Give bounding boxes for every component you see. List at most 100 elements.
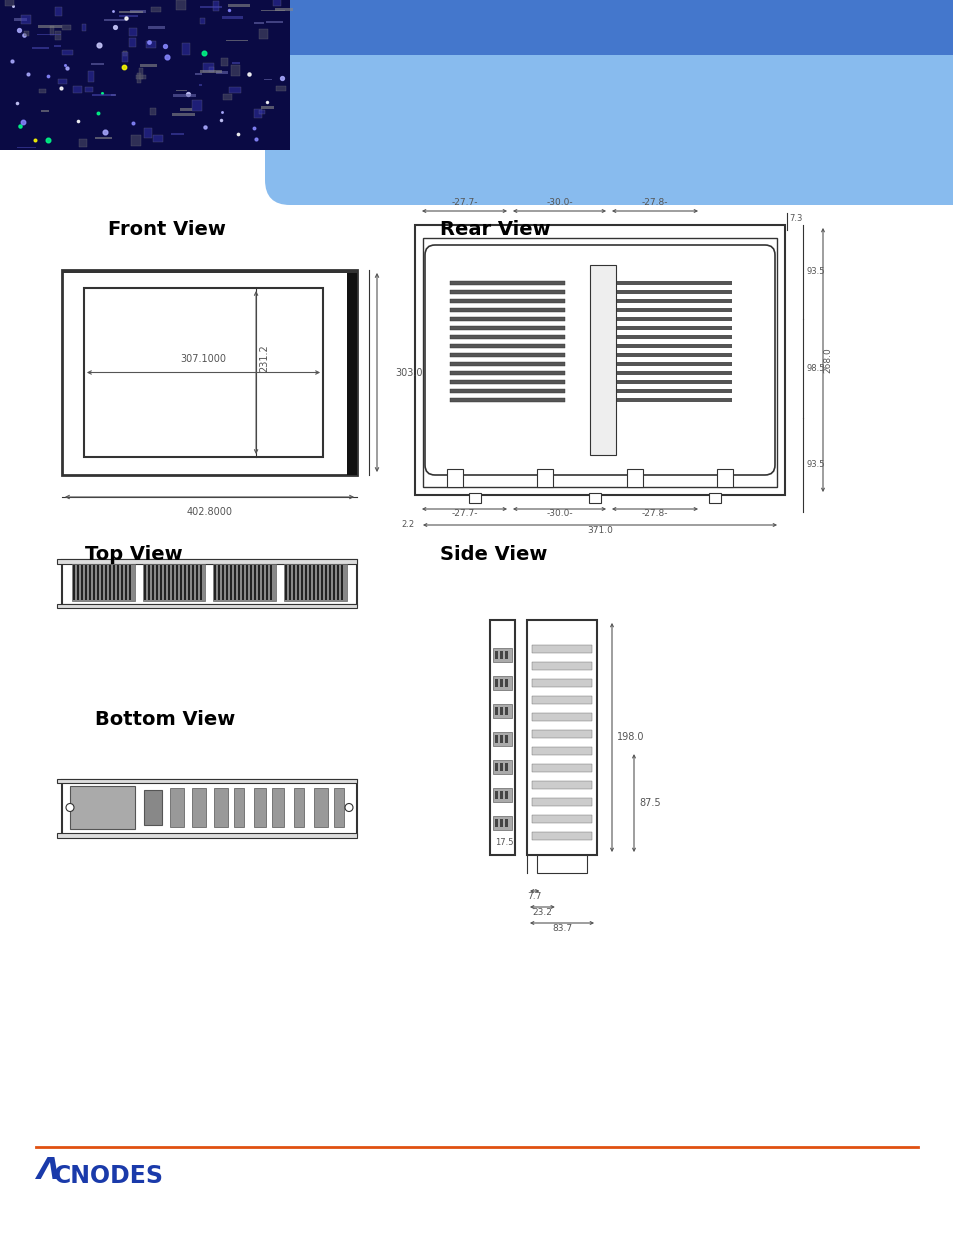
Bar: [238, 564, 240, 600]
Bar: [172, 564, 173, 600]
Bar: [537, 855, 586, 873]
Bar: [532, 798, 592, 806]
Bar: [117, 564, 119, 600]
Bar: [231, 65, 240, 75]
Bar: [0, 0, 290, 149]
Bar: [62, 781, 356, 835]
Bar: [175, 564, 177, 600]
Bar: [226, 564, 229, 600]
Bar: [85, 86, 92, 91]
Bar: [170, 788, 184, 827]
Text: Bottom View: Bottom View: [95, 710, 235, 729]
Bar: [616, 308, 731, 312]
Bar: [180, 107, 193, 110]
Bar: [450, 282, 565, 285]
Bar: [53, 44, 61, 47]
Bar: [119, 15, 138, 16]
Bar: [97, 564, 99, 600]
Bar: [616, 335, 731, 338]
Bar: [192, 788, 206, 827]
Bar: [532, 781, 592, 789]
Bar: [200, 17, 205, 23]
Bar: [450, 326, 565, 330]
Bar: [285, 564, 287, 600]
Bar: [532, 679, 592, 687]
Bar: [504, 651, 507, 659]
Bar: [152, 135, 163, 142]
Bar: [82, 23, 86, 31]
Bar: [499, 763, 502, 771]
Bar: [70, 785, 135, 829]
Bar: [222, 16, 243, 20]
Bar: [13, 19, 27, 21]
Bar: [450, 326, 565, 330]
Bar: [493, 648, 512, 662]
Bar: [450, 290, 565, 294]
Bar: [258, 564, 260, 600]
Bar: [313, 564, 314, 600]
Bar: [450, 362, 565, 366]
Bar: [616, 398, 731, 403]
Bar: [333, 564, 335, 600]
Bar: [85, 564, 87, 600]
Bar: [91, 63, 104, 65]
Bar: [71, 564, 134, 601]
Bar: [493, 788, 512, 802]
Bar: [77, 564, 79, 600]
Bar: [148, 564, 150, 600]
Bar: [495, 706, 497, 715]
Bar: [195, 564, 197, 600]
Bar: [88, 72, 94, 82]
FancyBboxPatch shape: [424, 245, 774, 475]
Bar: [148, 26, 165, 28]
Bar: [275, 86, 286, 91]
Bar: [450, 290, 565, 294]
Bar: [450, 353, 565, 357]
Bar: [469, 493, 480, 503]
Bar: [532, 832, 592, 840]
Bar: [447, 469, 462, 487]
Bar: [58, 79, 67, 84]
Bar: [199, 564, 201, 600]
Bar: [537, 469, 553, 487]
Bar: [532, 730, 592, 739]
Bar: [5, 0, 13, 6]
Bar: [213, 788, 228, 827]
Bar: [259, 110, 265, 114]
Bar: [616, 317, 731, 321]
Bar: [41, 110, 49, 112]
Bar: [708, 493, 720, 503]
Text: Side View: Side View: [439, 545, 547, 564]
Bar: [495, 790, 497, 799]
Bar: [532, 645, 592, 653]
Text: Front View: Front View: [108, 220, 226, 240]
Bar: [450, 282, 565, 285]
Bar: [504, 679, 507, 687]
Bar: [54, 31, 61, 40]
Text: CNODES: CNODES: [54, 1165, 164, 1188]
Bar: [151, 7, 161, 12]
Text: Λ: Λ: [36, 1156, 59, 1186]
Bar: [91, 94, 114, 96]
Bar: [112, 564, 115, 600]
Bar: [297, 564, 299, 600]
Bar: [139, 68, 143, 79]
Bar: [616, 380, 731, 384]
Text: 268.0: 268.0: [822, 347, 832, 373]
Bar: [450, 362, 565, 366]
Bar: [216, 70, 228, 74]
Bar: [251, 564, 253, 600]
Bar: [84, 288, 323, 457]
Bar: [62, 270, 356, 475]
Text: 17.5: 17.5: [495, 839, 513, 847]
Bar: [55, 7, 62, 16]
Text: Rear View: Rear View: [439, 220, 550, 240]
Text: 303.0: 303.0: [395, 368, 422, 378]
Bar: [532, 662, 592, 671]
Bar: [616, 389, 731, 393]
Bar: [192, 100, 201, 111]
Bar: [499, 651, 502, 659]
Bar: [135, 75, 146, 79]
Bar: [95, 137, 112, 140]
Text: 83.7: 83.7: [552, 924, 572, 932]
